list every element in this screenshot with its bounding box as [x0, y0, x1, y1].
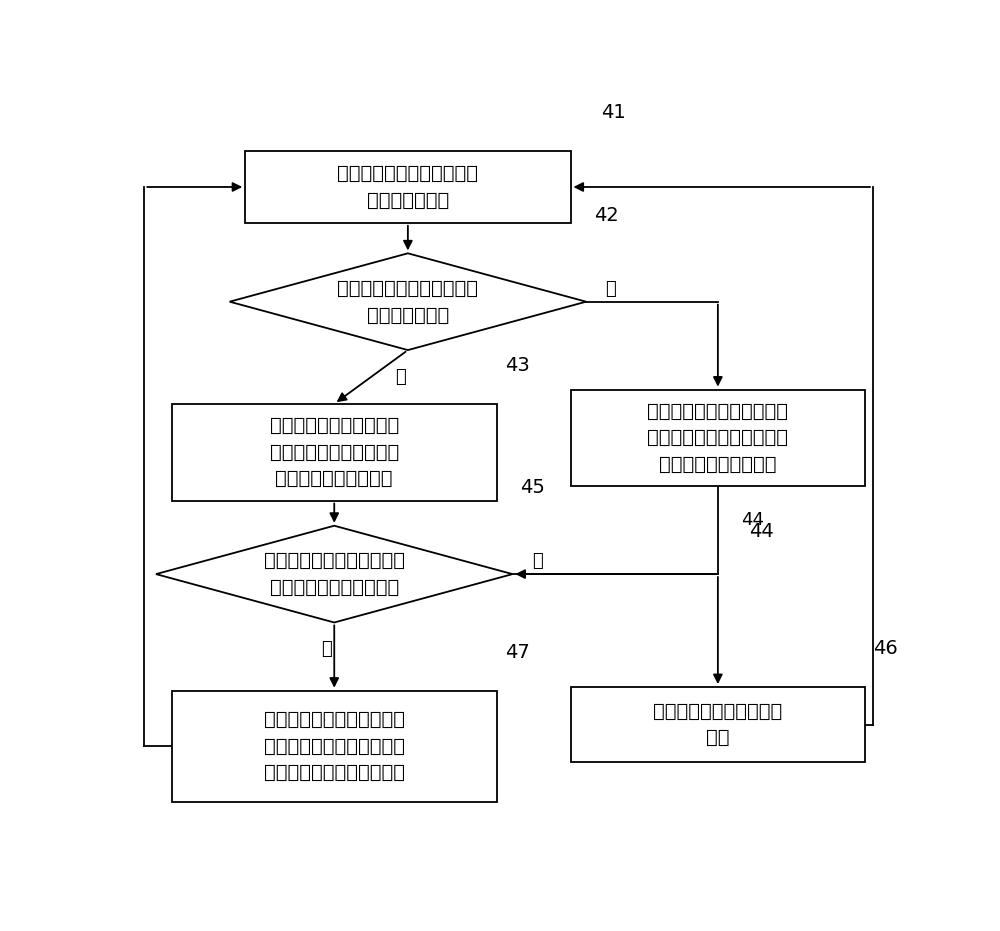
Text: 44: 44 [741, 511, 764, 530]
FancyBboxPatch shape [172, 691, 497, 802]
Text: 47: 47 [505, 643, 530, 662]
Text: 42: 42 [594, 206, 619, 224]
Text: 43: 43 [505, 357, 530, 375]
Text: 停止对当前电池组充电，选
择电池温度低于电池温度阈
值且电量最低的电池组充电: 停止对当前电池组充电，选 择电池温度低于电池温度阈 值且电量最低的电池组充电 [264, 710, 405, 782]
Text: 电池组的电量是否大于充电
电池容量阈值？: 电池组的电量是否大于充电 电池容量阈值？ [337, 279, 478, 324]
Text: 对当前充电的电池组正常
充电: 对当前充电的电池组正常 充电 [653, 702, 782, 748]
Text: 41: 41 [601, 103, 626, 123]
Text: 46: 46 [873, 640, 898, 658]
Text: 当前充电电池组的电池温度
是否大于电池温度阈值？: 当前充电电池组的电池温度 是否大于电池温度阈值？ [264, 551, 405, 597]
Text: 否: 否 [532, 552, 543, 570]
Text: 44: 44 [749, 522, 774, 541]
Text: 选择电量最低的电池组进行
充电，直至该电池组的电量
达到充电电池容量阈值: 选择电量最低的电池组进行 充电，直至该电池组的电量 达到充电电池容量阈值 [647, 402, 788, 474]
Polygon shape [230, 253, 586, 350]
Text: 随机选择一块电池组与充
电单元连接，进行充电，
直至该电池组完成充电: 随机选择一块电池组与充 电单元连接，进行充电， 直至该电池组完成充电 [270, 416, 399, 488]
FancyBboxPatch shape [571, 687, 865, 762]
Polygon shape [156, 526, 512, 623]
Text: 否: 否 [606, 280, 616, 298]
FancyBboxPatch shape [172, 404, 497, 501]
FancyBboxPatch shape [571, 389, 865, 486]
Text: 是: 是 [321, 641, 332, 658]
Text: 45: 45 [520, 478, 545, 497]
FancyBboxPatch shape [245, 151, 571, 223]
Text: 是: 是 [395, 368, 406, 386]
Text: 控制板单元实时监测多块电
池组的工作参数: 控制板单元实时监测多块电 池组的工作参数 [337, 164, 478, 209]
